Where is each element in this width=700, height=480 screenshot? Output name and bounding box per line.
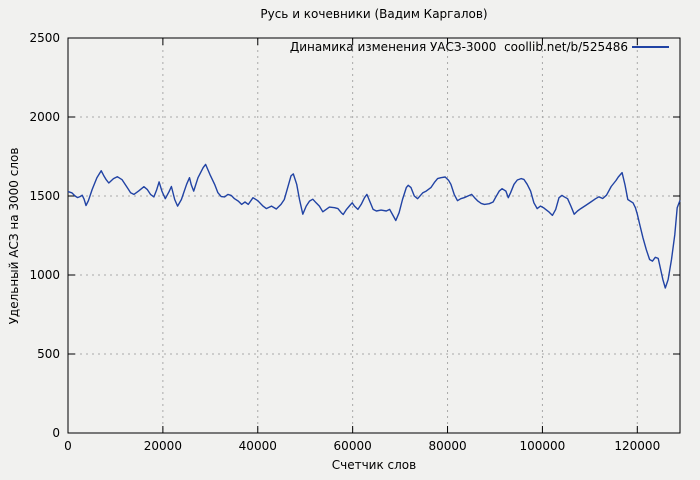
y-tick-label: 0 — [52, 426, 60, 440]
y-tick-label: 500 — [37, 347, 60, 361]
plot-frame — [67, 37, 681, 434]
legend-line-sample-icon — [632, 46, 669, 48]
x-tick-label: 20000 — [144, 439, 182, 453]
x-tick-label: 80000 — [428, 439, 466, 453]
data-series-line — [67, 163, 681, 289]
x-tick-label: 100000 — [520, 439, 566, 453]
y-tick-label: 2500 — [29, 31, 60, 45]
y-tick-label: 1500 — [29, 189, 60, 203]
x-axis-title: Счетчик слов — [331, 458, 417, 472]
x-tick-label: 40000 — [239, 439, 277, 453]
x-tick-label: 0 — [64, 439, 72, 453]
legend-label: Динамика изменения УАСЗ-3000 coollib.net… — [289, 40, 628, 54]
y-tick-label: 1000 — [29, 268, 60, 282]
y-tick-label: 2000 — [29, 110, 60, 124]
x-tick-label: 120000 — [614, 439, 660, 453]
chart-title: Русь и кочевники (Вадим Каргалов) — [260, 7, 488, 21]
x-tick-label: 60000 — [334, 439, 372, 453]
